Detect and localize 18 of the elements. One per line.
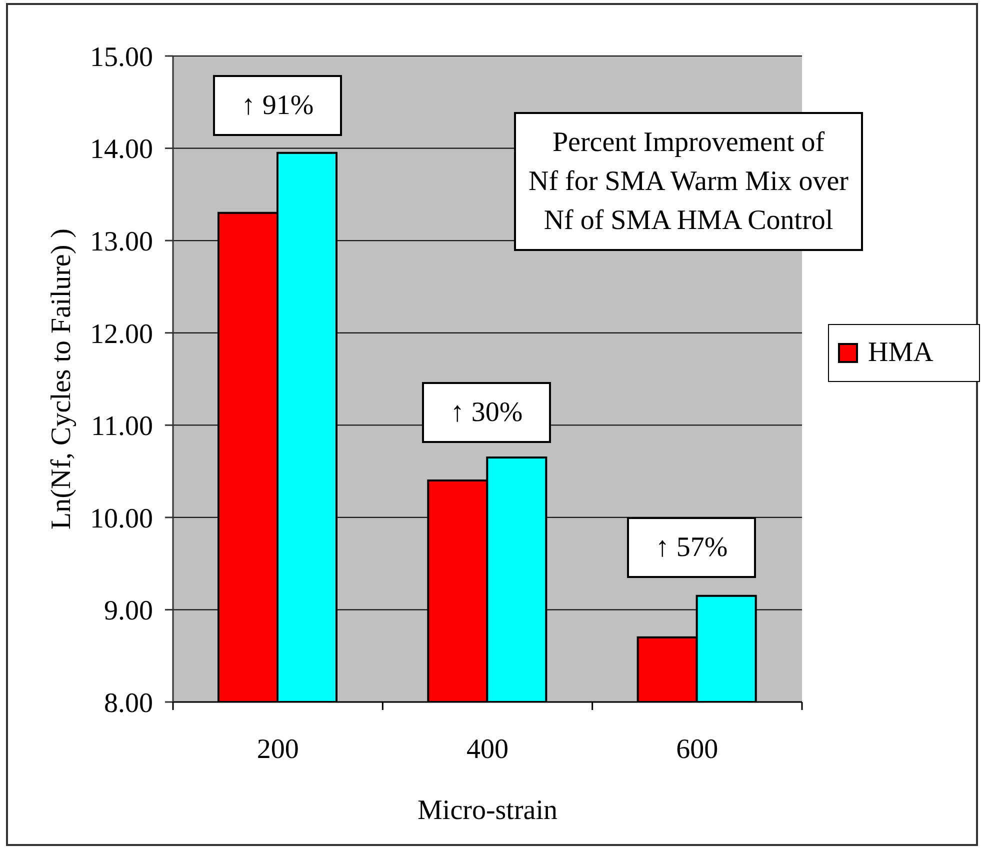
y-tick-label: 8.00 (104, 688, 153, 719)
x-axis-title: Micro-strain (418, 795, 558, 826)
y-tick-label: 15.00 (90, 42, 153, 73)
y-tick-label: 9.00 (104, 596, 153, 627)
legend-label: HMA (868, 337, 934, 369)
x-tick-label: 400 (466, 734, 508, 765)
y-axis-title: Ln(Nf, Cycles to Failure) ) (46, 228, 77, 530)
y-tick-label: 10.00 (90, 503, 153, 534)
annotation: ↑ 30% (422, 382, 551, 443)
annotation: ↑ 91% (213, 75, 342, 136)
annotation: ↑ 57% (627, 517, 756, 578)
y-tick-label: 11.00 (91, 411, 153, 442)
x-tick-label: 600 (676, 734, 718, 765)
x-tick-label: 200 (256, 734, 299, 765)
y-tick-label: 14.00 (90, 134, 153, 166)
annotation: Percent Improvement of Nf for SMA Warm Mix over Nf of SMA HMA Control (514, 112, 863, 251)
y-tick-label: 13.00 (90, 226, 153, 258)
y-tick-label: 12.00 (90, 318, 153, 350)
